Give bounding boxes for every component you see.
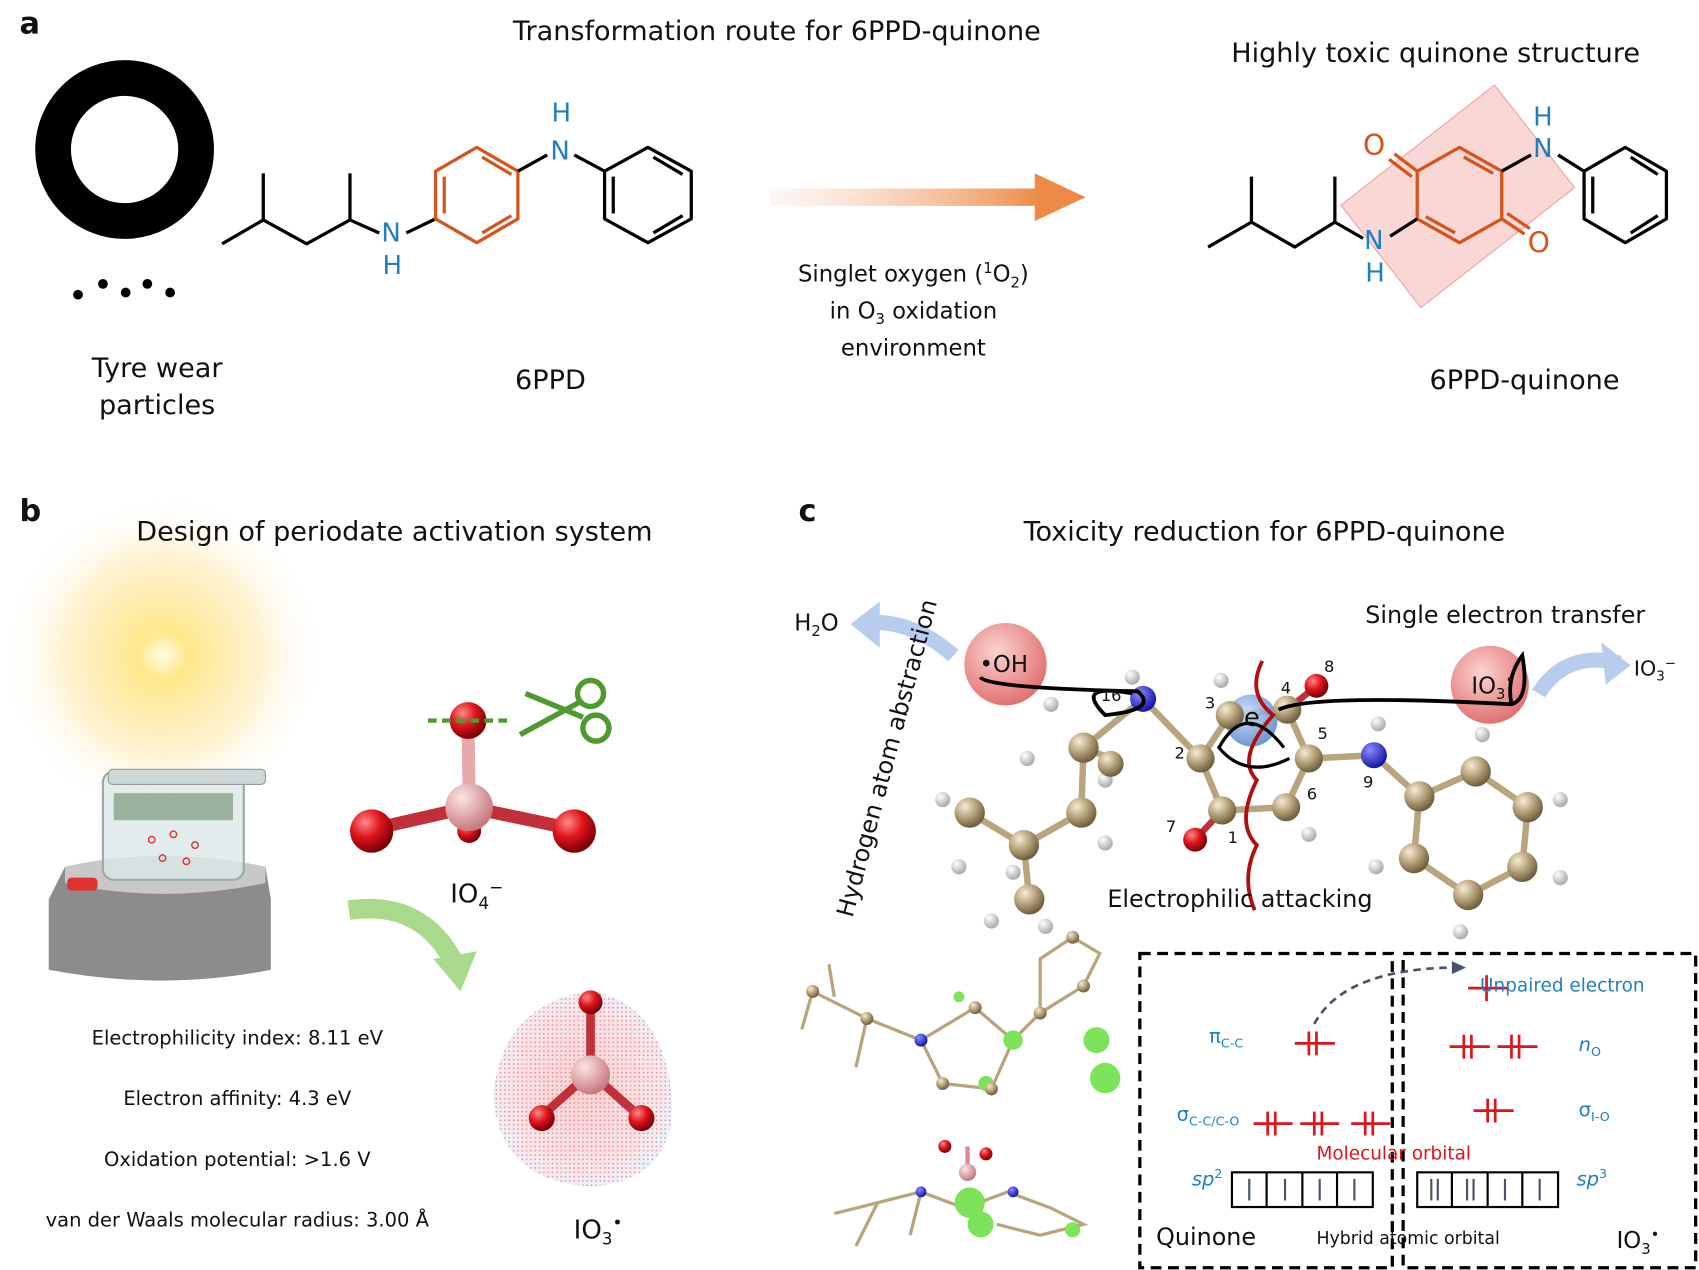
sigma-io-label: σI-O bbox=[1578, 1098, 1610, 1125]
fukui-cleavage-line bbox=[1244, 660, 1276, 911]
atom-n: N bbox=[550, 135, 570, 166]
atom-h: H bbox=[382, 250, 403, 281]
atom-h: H bbox=[1533, 101, 1553, 133]
property-vdw-radius: van der Waals molecular radius: 3.00 Å bbox=[45, 1209, 429, 1232]
oh-radical-label: •OH bbox=[979, 651, 1028, 678]
set-label: Single electron transfer bbox=[1365, 602, 1646, 630]
activation-arrow bbox=[347, 898, 464, 969]
atom-n: N bbox=[1364, 225, 1384, 256]
atom-number: 4 bbox=[1280, 678, 1292, 698]
6ppd-quinone-structure bbox=[1207, 84, 1669, 309]
fukui-function-model-1 bbox=[800, 930, 1121, 1096]
atom-number: 6 bbox=[1306, 784, 1318, 804]
panel-label-c: c bbox=[798, 492, 817, 529]
atom-number: 5 bbox=[1317, 723, 1328, 744]
atom-number: 1 bbox=[1227, 827, 1238, 848]
io3-radical-esp-surface bbox=[492, 990, 673, 1187]
atom-number: 7 bbox=[1165, 816, 1177, 837]
reaction-condition: Singlet oxygen (1O2) in O3 oxidation env… bbox=[797, 260, 1029, 361]
atom-o: O bbox=[1363, 130, 1386, 163]
photoreactor-image bbox=[48, 768, 271, 981]
property-electrophilicity: Electrophilicity index: 8.11 eV bbox=[91, 1027, 383, 1050]
sigma-cc-label: σC-C/C-O bbox=[1176, 1103, 1240, 1129]
pi-cc-label: πC-C bbox=[1209, 1024, 1244, 1051]
panel-label-b: b bbox=[19, 492, 42, 529]
io3-box-label: IO3• bbox=[1616, 1226, 1660, 1259]
atom-number: 8 bbox=[1324, 656, 1335, 677]
property-oxidation-potential: Oxidation potential: >1.6 V bbox=[103, 1148, 371, 1172]
panel-b-title: Design of periodate activation system bbox=[136, 515, 653, 548]
atom-o: O bbox=[1527, 227, 1550, 261]
quinone-structure-heading: Highly toxic quinone structure bbox=[1231, 36, 1641, 69]
tyre-wear-label: Tyre wear particles bbox=[91, 352, 223, 421]
scissors-icon bbox=[518, 677, 612, 744]
atom-n: N bbox=[381, 217, 401, 249]
electrophilic-label: Electrophilic attacking bbox=[1107, 886, 1373, 914]
io3-radical-label: IO3• bbox=[573, 1213, 623, 1250]
atom-n: N bbox=[1533, 133, 1553, 164]
io3-anion-label: IO3− bbox=[1633, 655, 1676, 684]
6ppd-label: 6PPD bbox=[515, 364, 586, 396]
sp2-label: sp2 bbox=[1191, 1165, 1223, 1191]
atom-number: 2 bbox=[1174, 743, 1185, 763]
atom-number: 3 bbox=[1204, 693, 1216, 713]
n-o-label: nO bbox=[1578, 1033, 1602, 1060]
6ppd-quinone-3d-model bbox=[935, 650, 1568, 940]
panel-label-a: a bbox=[19, 5, 40, 42]
fukui-function-model-2 bbox=[833, 1139, 1089, 1247]
6ppd-structure bbox=[221, 145, 693, 246]
atom-h: H bbox=[1365, 257, 1385, 289]
sun-icon bbox=[0, 492, 326, 819]
atom-number: 16 bbox=[1100, 685, 1122, 706]
electron-label: e bbox=[1243, 702, 1260, 733]
atom-number: 9 bbox=[1363, 772, 1374, 793]
panel-c-title: Toxicity reduction for 6PPD-quinone bbox=[1023, 515, 1506, 548]
tyre-icon bbox=[35, 60, 214, 300]
unpaired-electron-label: Unpaired electron bbox=[1480, 975, 1645, 997]
io4-molecule bbox=[349, 702, 596, 853]
transformation-arrow bbox=[769, 173, 1086, 222]
atom-h: H bbox=[551, 97, 572, 128]
property-electron-affinity: Electron affinity: 4.3 eV bbox=[123, 1087, 352, 1111]
set-reaction-arrow bbox=[1277, 650, 1527, 712]
io4-label: IO4− bbox=[450, 877, 504, 914]
quinone-box-label: Quinone bbox=[1156, 1224, 1257, 1252]
orbital-diagram bbox=[1138, 951, 1698, 1270]
hat-reaction-arrow bbox=[978, 675, 1146, 718]
molecular-orbital-label: Molecular orbital bbox=[1316, 1143, 1471, 1165]
panel-a-title: Transformation route for 6PPD-quinone bbox=[512, 15, 1041, 47]
io3-radical-label: IO3• bbox=[1471, 671, 1515, 704]
hybrid-orbital-label: Hybrid atomic orbital bbox=[1316, 1227, 1500, 1249]
6ppd-quinone-label: 6PPD-quinone bbox=[1429, 364, 1620, 396]
sp3-label: sp3 bbox=[1576, 1165, 1608, 1191]
h2o-label: H2O bbox=[794, 610, 839, 641]
